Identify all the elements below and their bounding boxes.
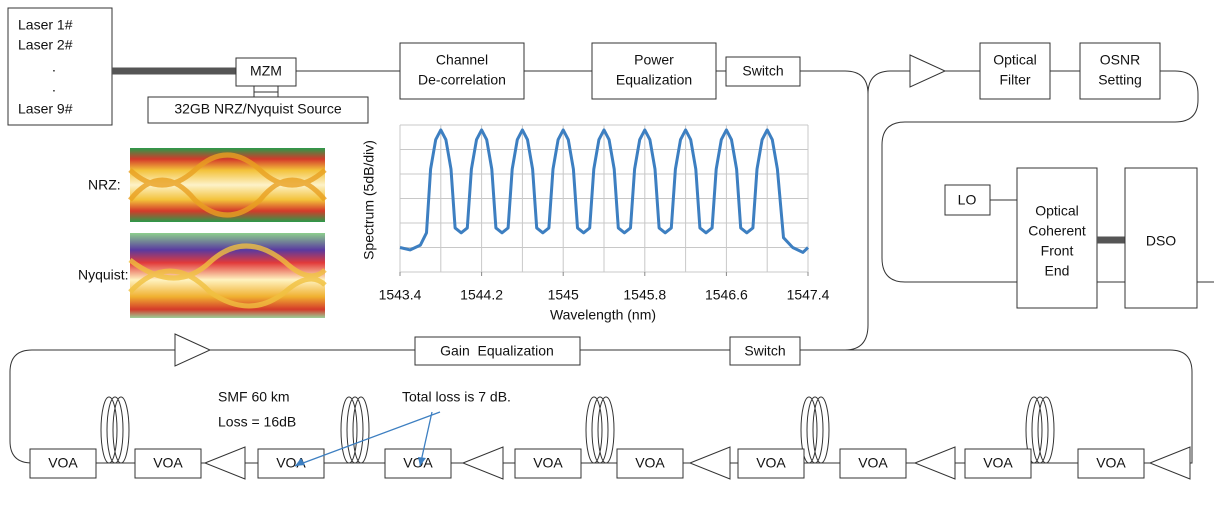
- switch-label: Switch: [744, 343, 785, 359]
- dso-label: DSO: [1146, 233, 1176, 249]
- power-eq-label: Power: [634, 52, 674, 68]
- nrz-eye: [130, 148, 325, 222]
- source-label: 32GB NRZ/Nyquist Source: [174, 101, 341, 117]
- x-tick-label: 1545: [548, 287, 579, 303]
- amplifier: [1150, 447, 1190, 479]
- voa-label: VOA: [983, 455, 1013, 471]
- amplifier: [175, 334, 210, 366]
- x-axis-label: Wavelength (nm): [550, 307, 656, 323]
- mzm-drive: [254, 86, 278, 97]
- laser-dots: .: [52, 79, 56, 95]
- optical-filter-label: Optical: [993, 52, 1037, 68]
- voa-label: VOA: [533, 455, 563, 471]
- amplifier: [205, 447, 245, 479]
- front-end-label: End: [1045, 263, 1070, 279]
- x-tick-label: 1546.6: [705, 287, 748, 303]
- laser-label: Laser 9#: [18, 101, 73, 117]
- voa-label: VOA: [858, 455, 888, 471]
- power-eq-label: Equalization: [616, 72, 692, 88]
- x-tick-label: 1543.4: [379, 287, 422, 303]
- osnr-label: Setting: [1098, 72, 1142, 88]
- fiber-note: SMF 60 km: [218, 389, 290, 405]
- laser-dots: .: [52, 59, 56, 75]
- laser-label: Laser 2#: [18, 37, 73, 53]
- x-tick-label: 1545.8: [623, 287, 666, 303]
- voa-label: VOA: [756, 455, 786, 471]
- fiber-note: Loss = 16dB: [218, 414, 296, 430]
- front-end-label: Coherent: [1028, 223, 1086, 239]
- amplifier: [463, 447, 503, 479]
- amplifier: [690, 447, 730, 479]
- voa-label: VOA: [153, 455, 183, 471]
- x-tick-label: 1544.2: [460, 287, 503, 303]
- eye-label: NRZ:: [88, 177, 121, 193]
- amplifier: [915, 447, 955, 479]
- optical-filter-label: Filter: [999, 72, 1030, 88]
- decorrelation-label: De-correlation: [418, 72, 506, 88]
- voa-label: VOA: [48, 455, 78, 471]
- gain-eq-label: Gain Equalization: [440, 343, 554, 359]
- osnr-label: OSNR: [1100, 52, 1140, 68]
- nyquist-eye: [130, 233, 325, 318]
- decorrelation-label: Channel: [436, 52, 488, 68]
- lo-label: LO: [958, 192, 977, 208]
- front-end-label: Optical: [1035, 203, 1079, 219]
- loss-note: Total loss is 7 dB.: [402, 389, 511, 405]
- y-axis-label: Spectrum (5dB/div): [361, 140, 377, 260]
- mzm-label: MZM: [250, 63, 282, 79]
- laser-label: Laser 1#: [18, 17, 73, 33]
- eye-label: Nyquist:: [78, 267, 129, 283]
- x-tick-label: 1547.4: [787, 287, 830, 303]
- amplifier: [910, 55, 945, 87]
- switch-label: Switch: [742, 63, 783, 79]
- front-end-label: Front: [1041, 243, 1074, 259]
- voa-label: VOA: [635, 455, 665, 471]
- spectrum-chart: Wavelength (nm) Spectrum (5dB/div) 1543.…: [361, 125, 830, 323]
- setup-diagram: Laser 1# Laser 2# . . Laser 9# MZM 32GB …: [0, 0, 1216, 507]
- voa-label: VOA: [1096, 455, 1126, 471]
- loop-wire: [800, 71, 868, 350]
